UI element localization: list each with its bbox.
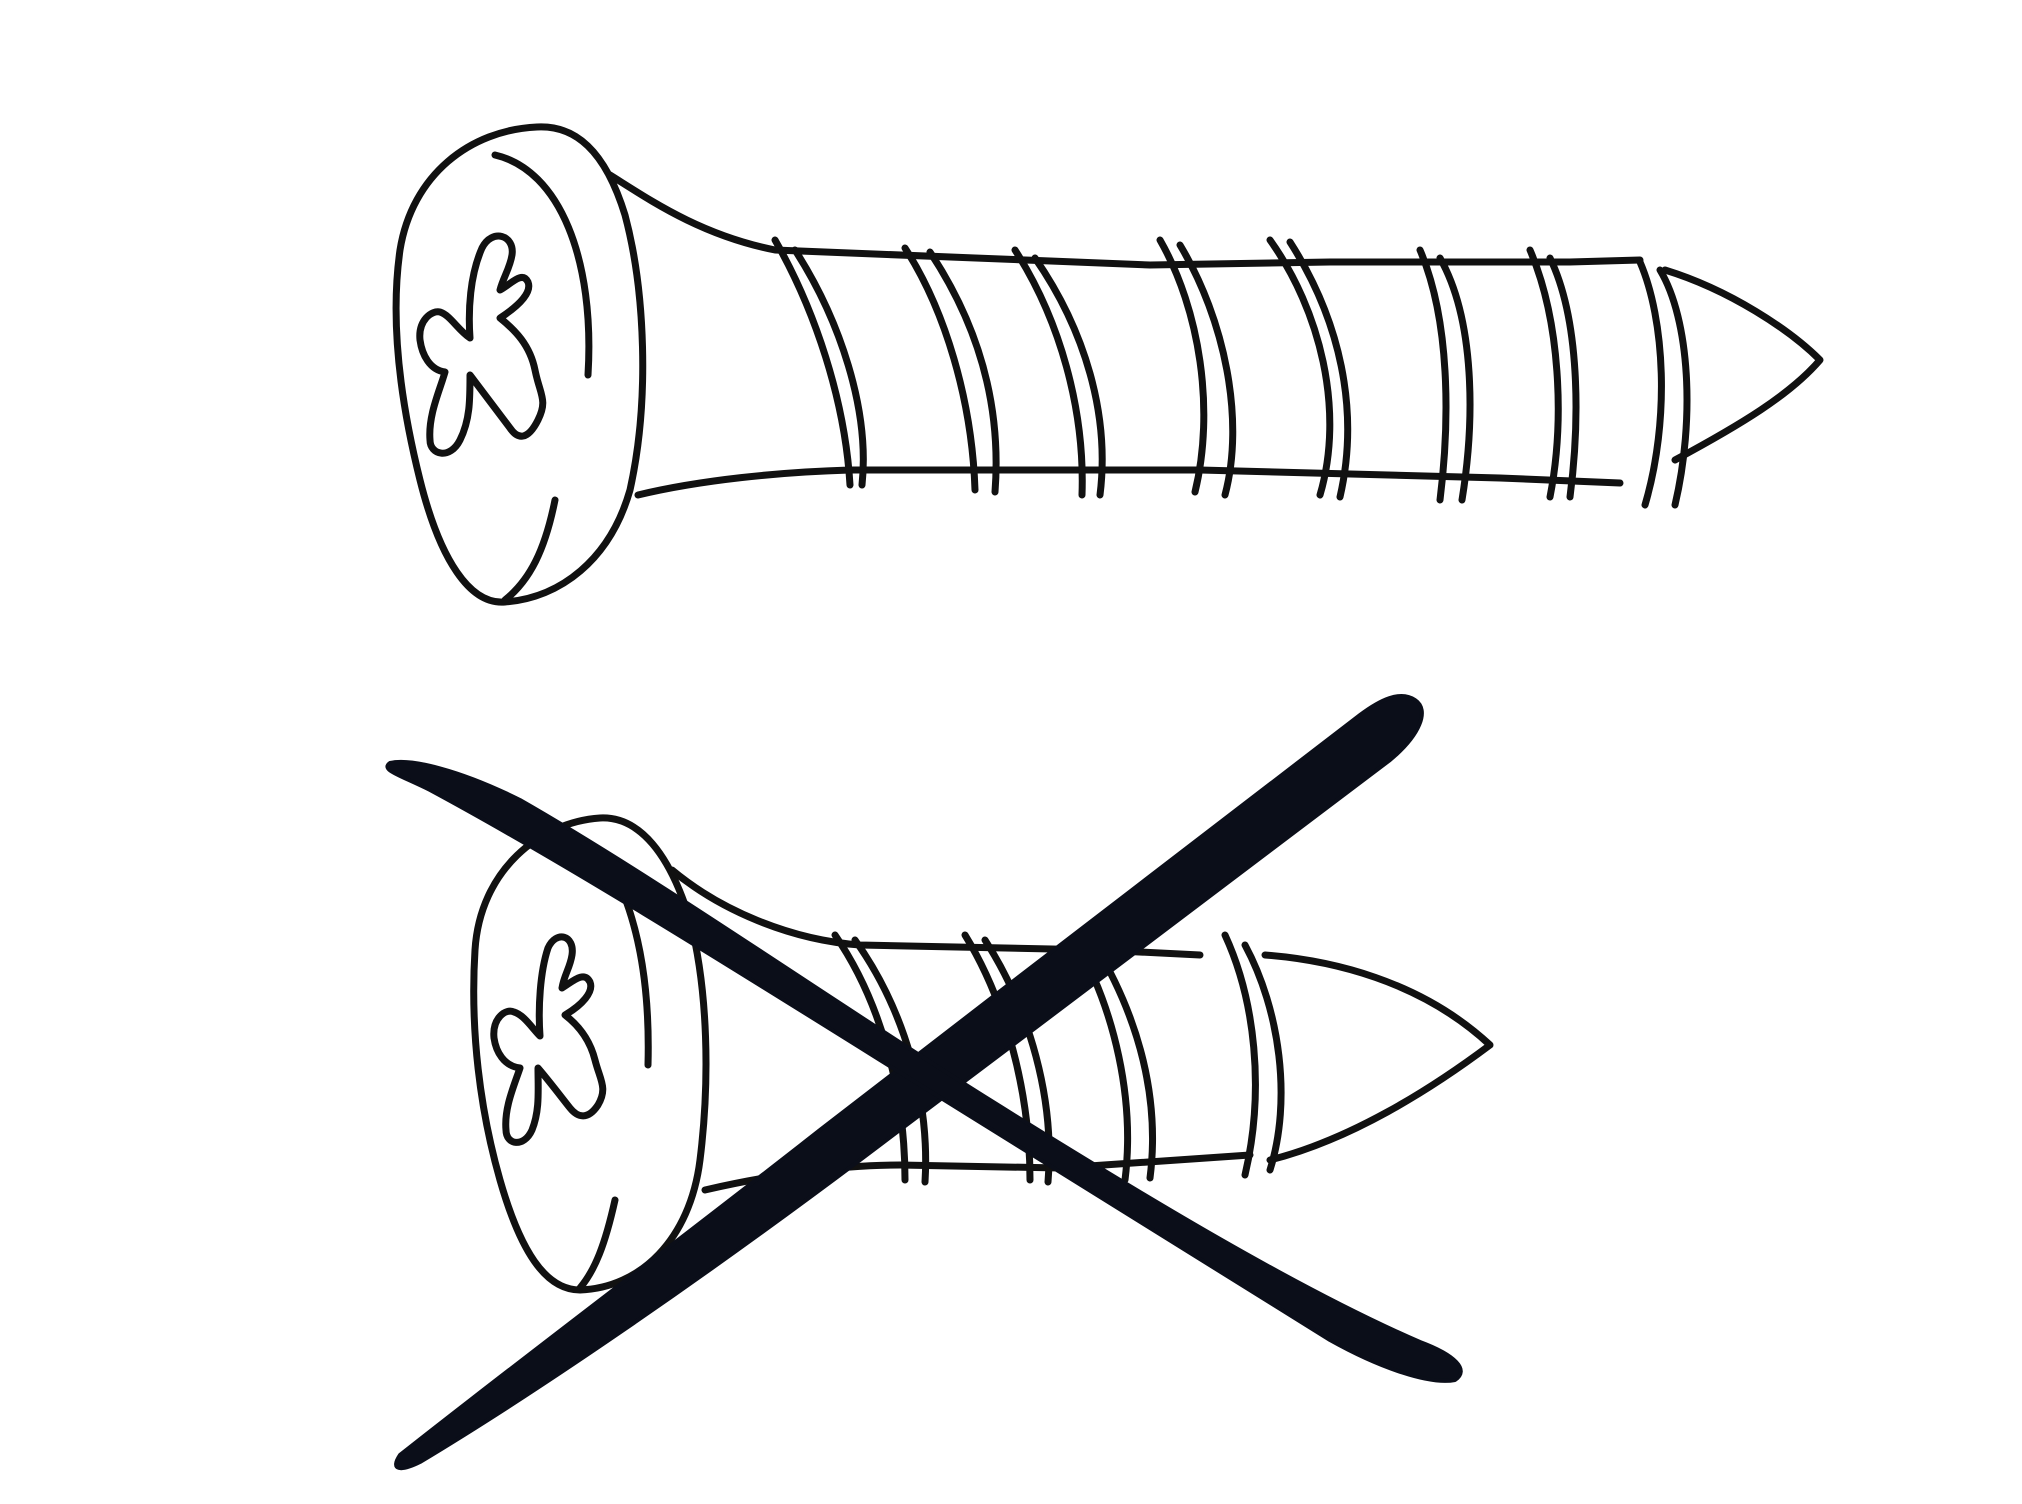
thread-1b — [791, 246, 867, 489]
screw-head-rim — [491, 151, 593, 379]
thread-2b — [926, 248, 1000, 496]
cross-stroke-1 — [394, 694, 1424, 1471]
thread-8 — [1636, 258, 1665, 509]
thread-3b — [1091, 941, 1156, 1182]
screw-head-rim-lower — [576, 1196, 619, 1292]
thread-7b — [1546, 254, 1580, 501]
thread-5 — [1266, 236, 1334, 499]
thread-5b — [1286, 238, 1352, 501]
thread-4 — [1221, 931, 1259, 1179]
screw-tip — [1261, 951, 1494, 1164]
thread-6b — [1436, 254, 1474, 504]
thread-3b — [1031, 254, 1106, 499]
thread-6 — [1416, 246, 1450, 504]
cross-stroke-2 — [385, 759, 1463, 1383]
shank-top-edge — [606, 171, 1644, 269]
screw-tip — [1661, 266, 1824, 464]
thread-4b — [1176, 241, 1237, 499]
thread-1 — [771, 236, 854, 489]
thread-4 — [1156, 236, 1208, 496]
thread-7 — [1526, 246, 1562, 501]
thread-8b — [1656, 266, 1691, 509]
thread-2 — [901, 244, 979, 494]
shank-bottom-edge — [634, 466, 1624, 499]
thread-4b — [1241, 941, 1285, 1174]
phillips-slot — [416, 232, 547, 457]
thread-3 — [1011, 246, 1086, 499]
cross-out-mark — [385, 694, 1463, 1471]
screw-head-rim-lower — [501, 496, 559, 604]
phillips-slot — [490, 933, 607, 1146]
long-screw — [392, 123, 1824, 606]
